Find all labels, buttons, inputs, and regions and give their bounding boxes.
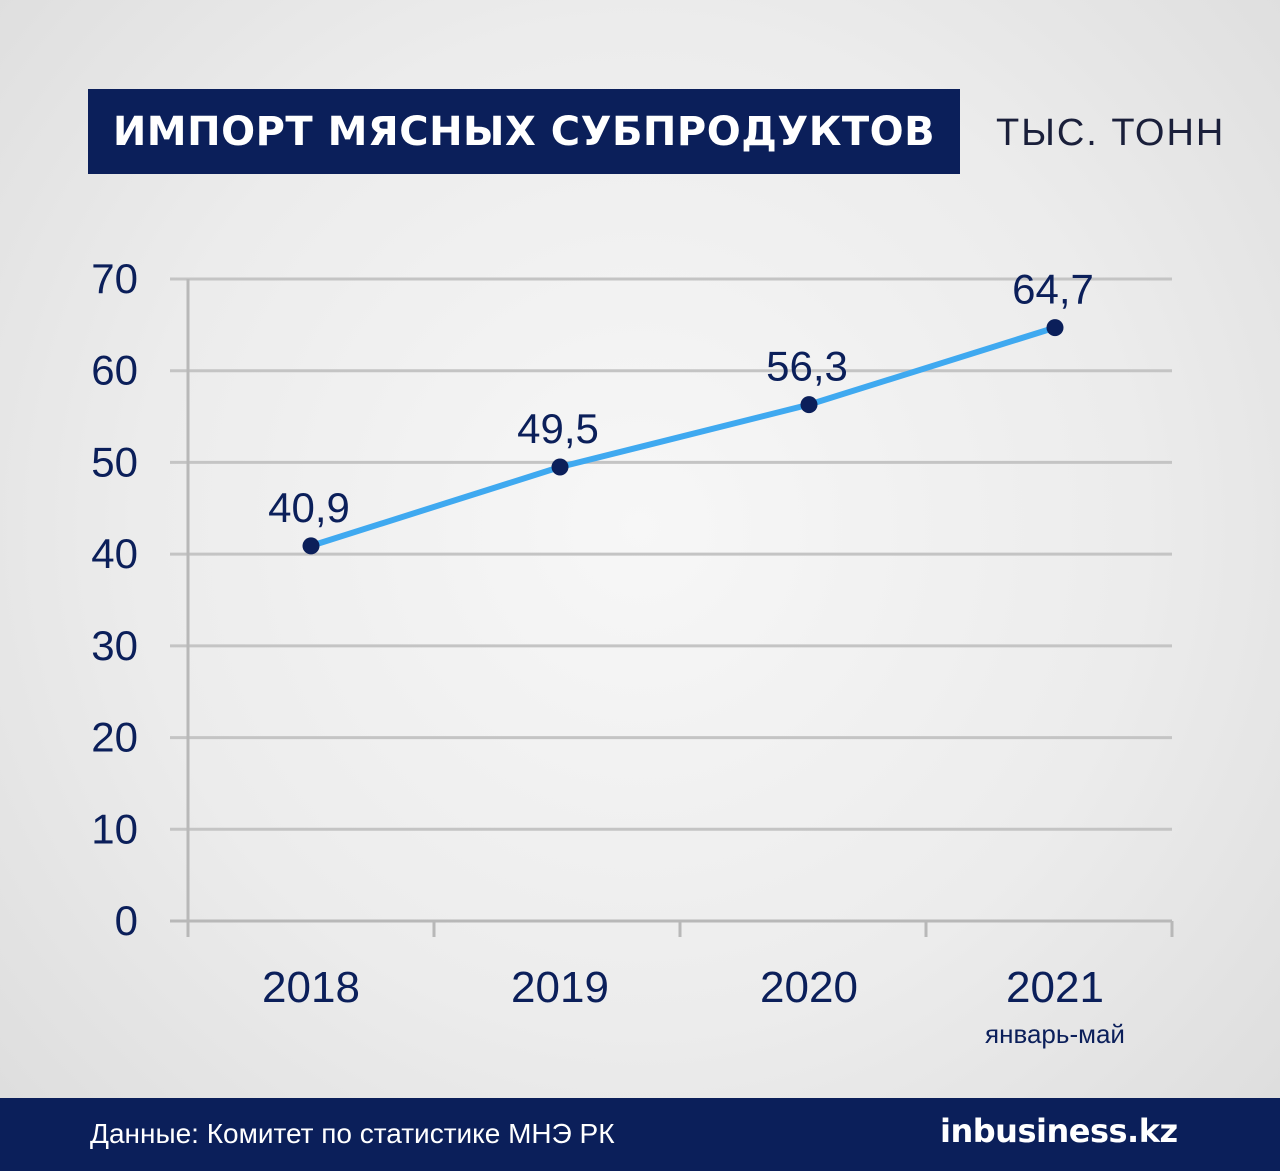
source-text: Данные: Комитет по статистике МНЭ РК <box>90 1118 615 1149</box>
data-point <box>1046 319 1064 337</box>
unit-label: ТЫС. ТОНН <box>996 112 1226 154</box>
data-label: 40,9 <box>268 484 350 531</box>
y-tick-label: 10 <box>91 805 138 852</box>
x-tick-label: 2018 <box>262 963 360 1012</box>
y-tick-label: 50 <box>91 438 138 485</box>
data-point <box>800 396 818 414</box>
footer-bar <box>0 1098 1280 1171</box>
y-tick-label: 70 <box>91 255 138 302</box>
x-tick-sublabel: январь-май <box>985 1019 1125 1049</box>
data-label: 64,7 <box>1012 266 1094 313</box>
series-line <box>308 324 1058 549</box>
x-tick-label: 2019 <box>511 963 609 1012</box>
data-point <box>551 458 569 476</box>
x-tick-label: 2021 <box>1006 963 1104 1012</box>
line-chart: 0 10 20 30 40 50 60 70 2018 2019 2020 2021 январь-ма… <box>91 255 1174 1049</box>
y-tick-label: 20 <box>91 714 138 761</box>
data-point <box>302 537 320 555</box>
y-tick-label: 0 <box>115 897 138 944</box>
brand-logo: inbusiness.kz <box>940 1112 1178 1150</box>
y-tick-label: 60 <box>91 347 138 394</box>
data-label: 49,5 <box>517 405 599 452</box>
chart-title: ИМПОРТ МЯСНЫХ СУБПРОДУКТОВ <box>88 89 960 174</box>
x-tick-label: 2020 <box>760 963 858 1012</box>
y-tick-label: 30 <box>91 622 138 669</box>
data-label: 56,3 <box>766 343 848 390</box>
y-tick-label: 40 <box>91 530 138 577</box>
